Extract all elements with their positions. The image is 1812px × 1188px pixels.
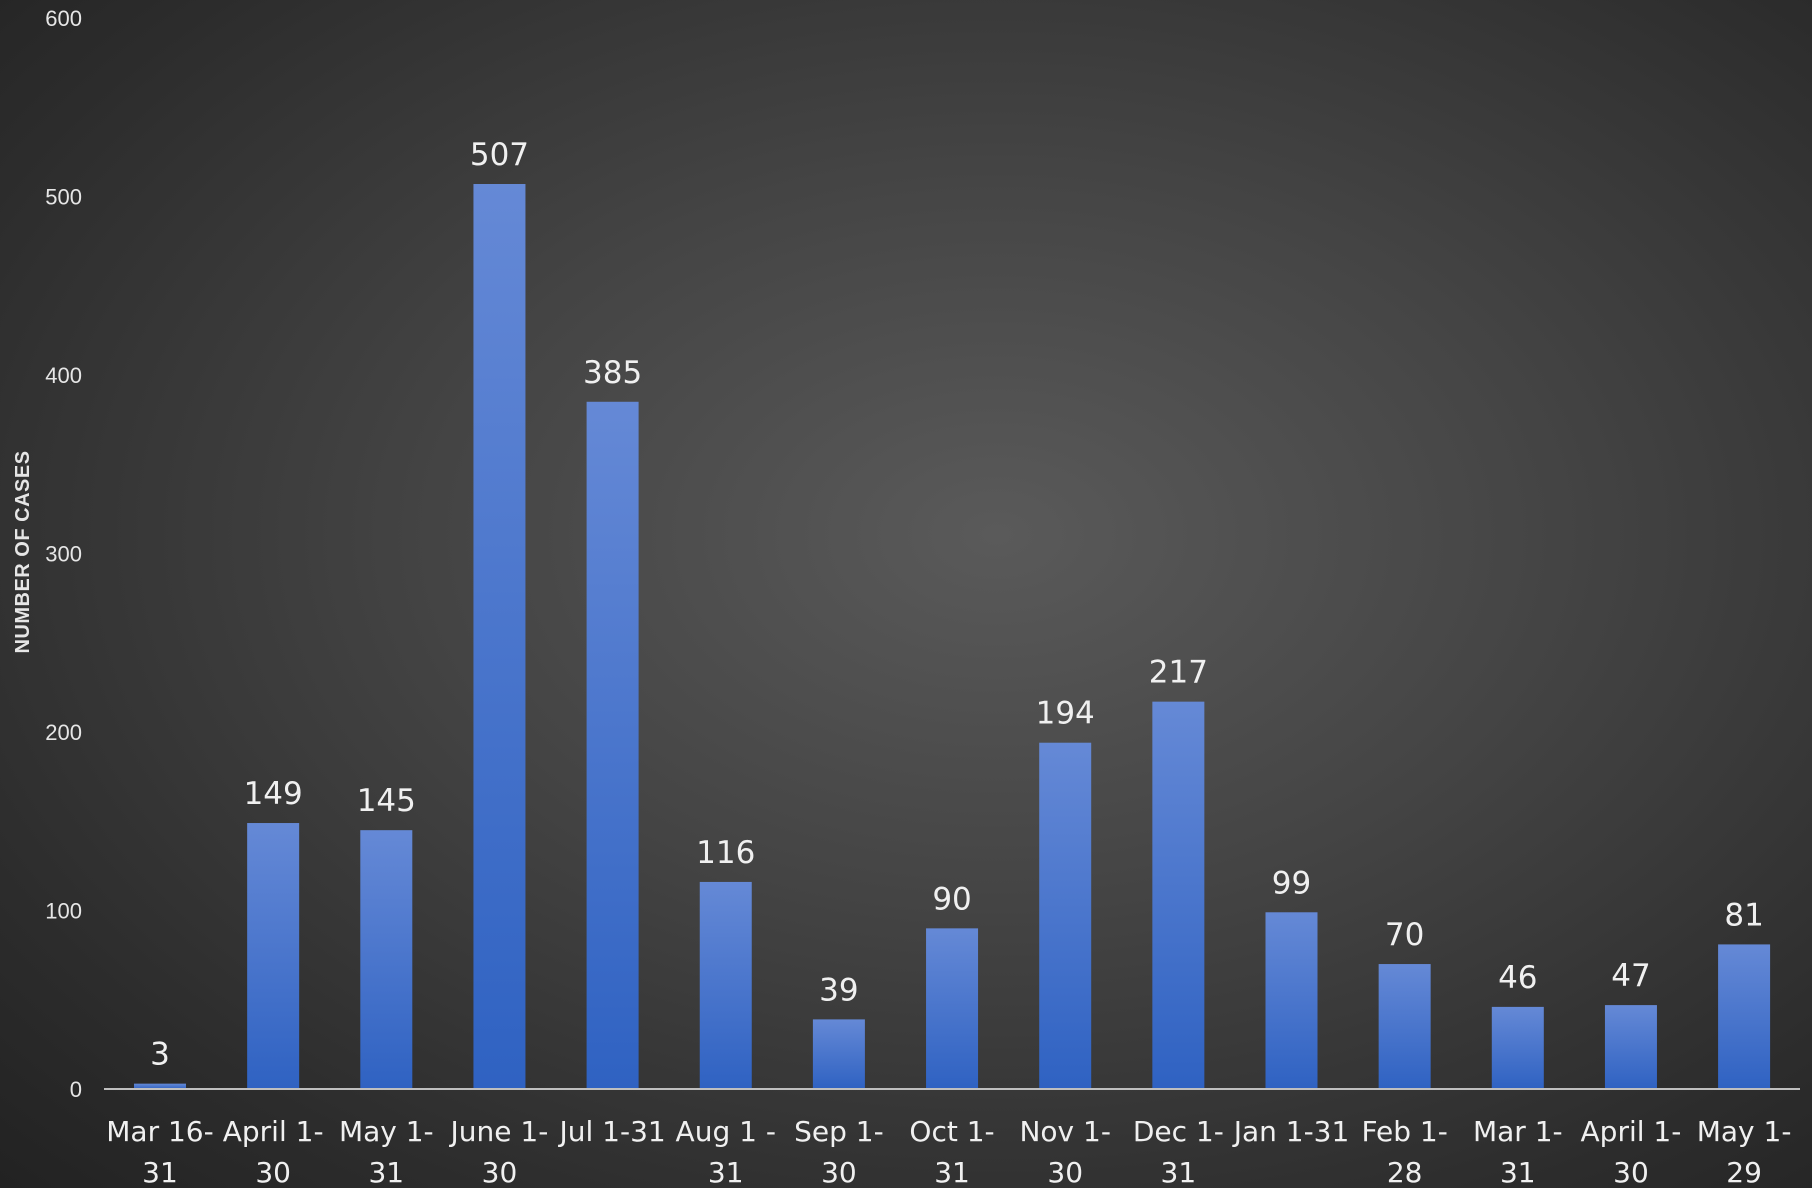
bar [1491,1006,1544,1089]
bar-value-label: 47 [1611,958,1650,994]
bar-value-label: 81 [1724,897,1763,933]
x-category-label: Oct 1- [909,1115,994,1148]
bar-value-label: 90 [932,881,971,917]
x-category-label: Aug 1 - [676,1115,776,1148]
x-axis: Mar 16- 31 April 1- 30 May 1- 31 June 1- 30 Jul … [104,1088,1800,1188]
bar-value-label: 99 [1272,865,1311,901]
x-category-label: 29 [1726,1156,1762,1188]
y-axis-title: NUMBER OF CASES [12,450,34,653]
x-category-label: 31 [708,1156,744,1188]
x-category-label: Jul 1-31 [557,1115,665,1148]
bar [1039,742,1092,1089]
x-category-label: Dec 1- [1133,1115,1224,1148]
y-tick-label: 300 [45,542,82,567]
x-category-label: Jan 1-31 [1232,1115,1350,1148]
x-category-label: May 1- [339,1115,434,1148]
bar [699,881,752,1089]
bar-value-label: 507 [470,137,529,173]
x-category-label: 30 [482,1156,518,1188]
x-category-label: Nov 1- [1019,1115,1110,1148]
bar [360,830,413,1089]
x-category-label: 30 [1613,1156,1649,1188]
bar [1152,701,1205,1089]
x-category-label: 30 [255,1156,291,1188]
x-category-label: April 1- [1581,1115,1682,1148]
y-tick-label: 600 [45,6,82,31]
x-category-label: Sep 1- [794,1115,884,1148]
x-category-label: 30 [821,1156,857,1188]
bar [926,928,979,1089]
x-category-label: 31 [368,1156,404,1188]
x-category-label: Mar 16- [106,1115,213,1148]
x-category-label: 31 [934,1156,970,1188]
y-tick-label: 100 [45,899,82,924]
bar-value-label: 70 [1385,917,1424,953]
x-category-label: April 1- [223,1115,324,1148]
bar [1718,944,1771,1089]
x-category-label: 31 [142,1156,178,1188]
data-labels: 3 149 145 507 385 116 39 90 194 217 99 70 46 47 81 [150,137,1764,1073]
bar [247,823,300,1089]
y-tick-label: 0 [70,1077,82,1102]
bar [586,401,639,1089]
bar-value-label: 39 [819,972,858,1008]
y-tick-label: 200 [45,720,82,745]
bar-value-label: 194 [1036,696,1095,732]
bar-value-label: 149 [244,776,303,812]
bar-value-label: 217 [1149,655,1208,691]
x-category-label: 31 [1161,1156,1197,1188]
bar-value-label: 46 [1498,960,1537,996]
bar-value-label: 116 [696,835,755,871]
bar-value-label: 3 [150,1037,170,1073]
y-tick-label: 400 [45,363,82,388]
bar [812,1019,865,1089]
y-tick-label: 500 [45,185,82,210]
y-axis: 0 100 200 300 400 500 600 [45,6,82,1102]
bar [1378,964,1431,1089]
x-category-label: Feb 1- [1361,1115,1447,1148]
x-category-label: 28 [1387,1156,1423,1188]
bar [473,184,526,1089]
bar [1265,912,1318,1089]
x-category-label: Mar 1- [1473,1115,1563,1148]
bar [134,1083,186,1089]
bar-value-label: 385 [583,355,642,391]
bar [1604,1005,1657,1089]
x-category-label: June 1- [449,1115,549,1148]
x-category-label: 31 [1500,1156,1536,1188]
x-category-label: May 1- [1697,1115,1792,1148]
bar-value-label: 145 [357,783,416,819]
x-category-label: 30 [1047,1156,1083,1188]
bars [134,184,1771,1089]
